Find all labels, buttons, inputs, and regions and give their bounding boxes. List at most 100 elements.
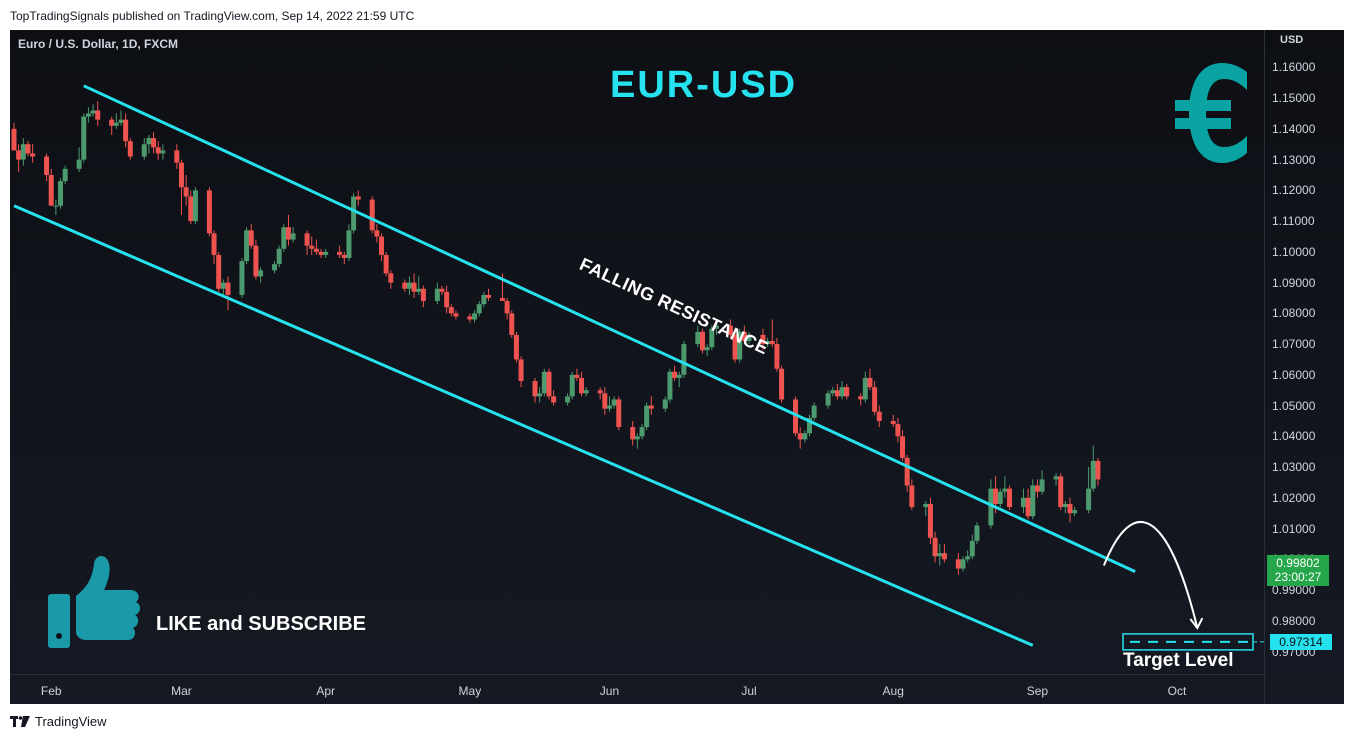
price-tick-label: 1.01000 bbox=[1272, 521, 1316, 536]
price-tick-label: 1.16000 bbox=[1272, 60, 1316, 75]
candle bbox=[830, 387, 836, 397]
candle-body bbox=[551, 396, 557, 403]
candle bbox=[667, 368, 673, 403]
candle bbox=[355, 190, 361, 206]
candle-body bbox=[704, 347, 710, 351]
candle-body bbox=[206, 190, 212, 234]
candle bbox=[402, 279, 408, 292]
candle-body bbox=[1053, 476, 1059, 480]
price-tick-label: 1.14000 bbox=[1272, 121, 1316, 136]
candle bbox=[1020, 488, 1026, 514]
bar-countdown: 23:00:27 bbox=[1274, 570, 1322, 584]
candle bbox=[834, 384, 840, 400]
candle-body bbox=[309, 245, 315, 249]
candle-body bbox=[537, 393, 543, 397]
candle bbox=[741, 325, 747, 345]
candle bbox=[932, 531, 938, 563]
candle-body bbox=[518, 359, 524, 381]
candle bbox=[388, 270, 394, 289]
candle-body bbox=[830, 390, 836, 394]
candle-body bbox=[811, 405, 817, 418]
candle-body bbox=[988, 488, 994, 526]
channel-support-line bbox=[13, 204, 1034, 647]
price-tick-label: 0.98000 bbox=[1272, 613, 1316, 628]
candle-body bbox=[216, 254, 222, 289]
candle bbox=[406, 276, 412, 295]
chart-panel[interactable]: Euro / U.S. Dollar, 1D, FXCM EUR-USD FAL… bbox=[10, 30, 1344, 704]
candle bbox=[416, 276, 422, 295]
candle-body bbox=[48, 174, 54, 206]
candle-body bbox=[672, 371, 678, 378]
candle bbox=[53, 199, 59, 215]
candle-body bbox=[579, 377, 585, 394]
candle-body bbox=[81, 116, 87, 160]
candle-body bbox=[1034, 485, 1040, 492]
candle bbox=[30, 144, 36, 163]
candle bbox=[504, 297, 510, 320]
candle-body bbox=[211, 233, 217, 255]
candle bbox=[1090, 445, 1096, 492]
time-tick-label: Aug bbox=[882, 684, 904, 698]
candle-body bbox=[160, 150, 166, 154]
candle-body bbox=[872, 387, 878, 412]
candle bbox=[146, 135, 152, 154]
candle bbox=[118, 110, 124, 126]
candle-body bbox=[239, 261, 245, 295]
candle bbox=[62, 165, 68, 185]
candle-body bbox=[1090, 460, 1096, 489]
candle-body bbox=[253, 245, 259, 277]
time-tick-label: Feb bbox=[40, 684, 62, 698]
candle-body bbox=[123, 119, 129, 142]
candle-body bbox=[1020, 497, 1026, 508]
candle-body bbox=[127, 141, 133, 157]
candle-body bbox=[1002, 488, 1008, 492]
time-tick-label: Jun bbox=[599, 684, 620, 698]
candle-body bbox=[802, 433, 808, 440]
candle-body bbox=[95, 110, 101, 120]
candle-body bbox=[993, 488, 999, 504]
candle-body bbox=[472, 313, 478, 320]
candle-body bbox=[481, 294, 487, 305]
candle-body bbox=[932, 537, 938, 557]
candle bbox=[565, 393, 571, 406]
candle-body bbox=[765, 341, 771, 345]
candle-body bbox=[662, 399, 668, 409]
candle-body bbox=[1086, 488, 1092, 511]
candle bbox=[48, 168, 54, 206]
candle-body bbox=[709, 328, 715, 348]
candle bbox=[1058, 473, 1064, 511]
candle bbox=[253, 239, 259, 280]
candle-body bbox=[146, 138, 152, 145]
price-plot[interactable] bbox=[10, 30, 1344, 704]
candle-body bbox=[499, 297, 505, 302]
candle-body bbox=[923, 503, 929, 508]
candle bbox=[239, 258, 245, 298]
candle-body bbox=[904, 457, 910, 486]
footer: TradingView bbox=[10, 714, 107, 729]
thumbs-up-icon[interactable] bbox=[46, 552, 142, 652]
candle bbox=[746, 331, 752, 345]
candle-body bbox=[602, 393, 608, 409]
candle bbox=[155, 141, 161, 160]
candle bbox=[313, 239, 319, 255]
candle bbox=[969, 534, 975, 560]
candle bbox=[1095, 457, 1101, 486]
candle bbox=[537, 387, 543, 403]
candle-body bbox=[178, 162, 184, 188]
candle bbox=[597, 387, 603, 400]
tradingview-brand[interactable]: TradingView bbox=[35, 714, 107, 729]
candle-body bbox=[713, 325, 719, 329]
candle-body bbox=[858, 396, 864, 400]
candle-body bbox=[192, 190, 198, 222]
candle-body bbox=[616, 399, 622, 428]
candle-body bbox=[900, 436, 906, 458]
candle-body bbox=[834, 390, 840, 397]
candle-body bbox=[639, 427, 645, 437]
candle bbox=[304, 230, 310, 255]
euro-icon bbox=[1175, 63, 1247, 163]
candle-body bbox=[304, 233, 310, 246]
symbol-line[interactable]: Euro / U.S. Dollar, 1D, FXCM bbox=[18, 37, 179, 51]
candle bbox=[434, 282, 440, 305]
candle-body bbox=[369, 199, 375, 231]
candle-body bbox=[504, 301, 510, 314]
